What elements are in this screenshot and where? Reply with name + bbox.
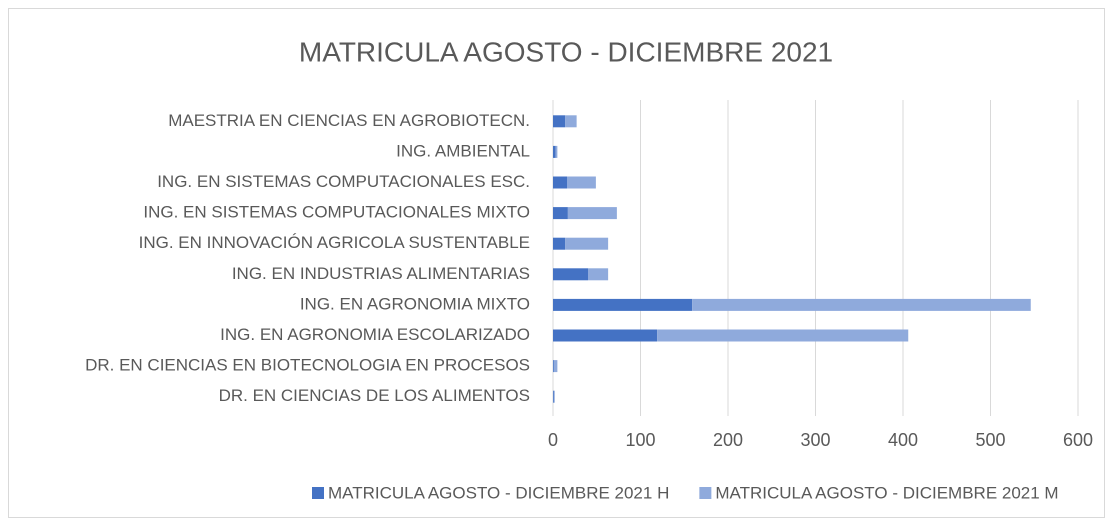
y-tick-label: ING. EN INDUSTRIAS ALIMENTARIAS (232, 264, 530, 283)
bar-segment (692, 298, 1031, 311)
bar-segment (565, 115, 577, 128)
bar-segment (553, 176, 567, 189)
bar-segment (553, 329, 658, 342)
x-tick-label: 200 (713, 430, 743, 450)
bar-segment (565, 237, 609, 250)
x-tick-label: 500 (975, 430, 1005, 450)
bar-segment (657, 329, 909, 342)
y-tick-label: ING. AMBIENTAL (396, 141, 530, 160)
x-tick-label: 100 (625, 430, 655, 450)
y-tick-label: ING. EN SISTEMAS COMPUTACIONALES MIXTO (143, 203, 530, 222)
y-tick-label: ING. EN AGRONOMIA MIXTO (300, 294, 530, 313)
bar-segment (553, 207, 568, 220)
legend-swatch (699, 487, 712, 499)
y-tick-label: ING. EN INNOVACIÓN AGRICOLA SUSTENTABLE (139, 233, 530, 252)
bar-segment (553, 360, 558, 373)
chart-title: MATRICULA AGOSTO - DICIEMBRE 2021 (299, 36, 833, 67)
x-tick-label: 400 (888, 430, 918, 450)
x-tick-label: 0 (548, 430, 558, 450)
bar-segment (553, 390, 555, 403)
bar-segment (553, 268, 588, 281)
chart-border (8, 8, 1105, 518)
y-tick-label: DR. EN CIENCIAS EN BIOTECNOLOGIA EN PROC… (85, 356, 530, 375)
y-tick-label: MAESTRIA EN CIENCIAS EN AGROBIOTECN. (168, 111, 530, 130)
y-tick-label: ING. EN AGRONOMIA ESCOLARIZADO (220, 325, 530, 344)
bar-segment (553, 145, 556, 158)
x-tick-label: 600 (1063, 430, 1093, 450)
bar-segment (588, 268, 609, 281)
bar-segment (567, 207, 617, 220)
legend-label: MATRICULA AGOSTO - DICIEMBRE 2021 M (715, 483, 1058, 502)
bar-segment (553, 115, 566, 128)
bar-segment (553, 298, 693, 311)
bar-segment (553, 390, 554, 403)
y-tick-label: DR. EN CIENCIAS DE LOS ALIMENTOS (219, 386, 530, 405)
bar-segment (553, 360, 554, 373)
legend-label: MATRICULA AGOSTO - DICIEMBRE 2021 H (328, 483, 669, 502)
legend-swatch (312, 487, 324, 499)
bar-segment (555, 145, 558, 158)
bar-segment (567, 176, 596, 189)
y-tick-label: ING. EN SISTEMAS COMPUTACIONALES ESC. (157, 172, 530, 191)
bar-segment (553, 237, 566, 250)
x-tick-label: 300 (800, 430, 830, 450)
